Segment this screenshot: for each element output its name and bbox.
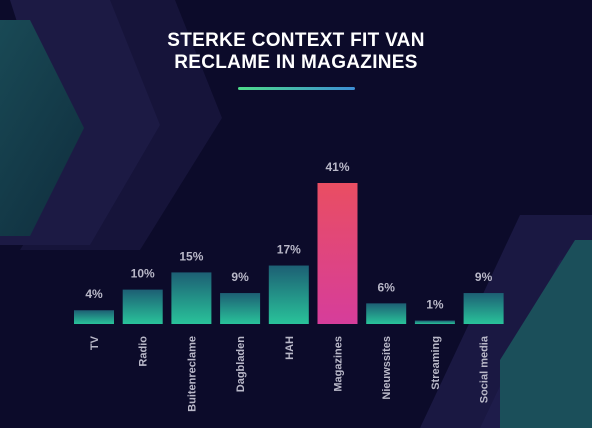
value-label-radio: 10% [131,267,155,281]
category-label-magazines: Magazines [333,336,345,392]
value-label-tv: 4% [85,287,103,301]
value-label-dagbladen: 9% [231,270,249,284]
bar-social-media [463,293,504,324]
category-label-streaming: Streaming [430,336,442,390]
category-label-nieuwssites: Nieuwssites [381,336,393,400]
chart-title: STERKE CONTEXT FIT VAN RECLAME IN MAGAZI… [0,30,592,74]
category-label-tv: TV [89,335,101,350]
value-label-streaming: 1% [426,298,444,312]
value-label-social-media: 9% [475,270,493,284]
bar-dagbladen [220,293,261,324]
value-label-magazines: 41% [325,160,349,174]
bar-magazines [317,183,358,324]
deco-shape-right-front [500,240,592,428]
bar-streaming [414,320,455,324]
bar-buitenreclame [171,272,212,324]
value-label-hah: 17% [277,243,301,257]
category-label-social-media: Social media [479,335,491,403]
bar-tv [74,310,114,324]
deco-chevron-front [0,20,84,236]
category-label-radio: Radio [138,336,150,367]
category-label-dagbladen: Dagbladen [235,336,247,393]
bar-radio [122,289,163,324]
title-underline [238,87,355,90]
category-label-buitenreclame: Buitenreclame [186,336,198,412]
category-labels: TV Radio Buitenreclame Dagbladen HAH Magazine… [89,335,491,412]
value-labels: 4% 10% 15% 9% 17% 41% 6% 1% 9% [85,160,492,312]
value-label-buitenreclame: 15% [179,249,203,263]
bar-nieuwssites [366,303,407,324]
category-label-hah: HAH [284,336,296,360]
value-label-nieuwssites: 6% [378,280,396,294]
bar-series [74,183,504,324]
title-line-1: STERKE CONTEXT FIT VAN [167,30,425,51]
title-line-2: RECLAME IN MAGAZINES [174,52,418,73]
bar-hah [268,265,309,324]
